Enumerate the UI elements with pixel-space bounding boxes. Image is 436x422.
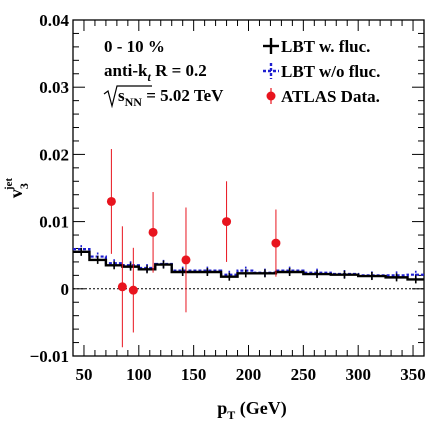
data-point [181, 255, 191, 265]
legend-marker-lbt-nofluc [263, 63, 279, 79]
axis-ticks [72, 19, 425, 357]
y-tick-label: 0 [61, 280, 70, 299]
series-layer [73, 149, 424, 348]
y-tick-label: 0.02 [39, 145, 69, 164]
legend-label-atlas: ATLAS Data. [281, 87, 380, 106]
tick-labels: 50 100 150 200 250 300 350 −0.01 0 0.01 0.02 0.03 0.… [30, 11, 426, 384]
legend-marker-atlas [266, 88, 276, 104]
legend-label-lbt-fluc: LBT w. fluc. [281, 37, 370, 56]
y-tick-label: −0.01 [30, 347, 69, 366]
x-axis-title: pT (GeV) [217, 398, 287, 422]
data-point [271, 238, 281, 248]
centrality-label: 0 - 10 % [104, 37, 165, 56]
x-tick-label: 250 [291, 365, 317, 384]
legend-marker-lbt-fluc [263, 38, 279, 54]
data-point [106, 196, 116, 206]
x-tick-label: 200 [236, 365, 262, 384]
data-point [117, 282, 127, 292]
series-atlas [106, 149, 281, 348]
y-tick-label: 0.03 [39, 78, 69, 97]
x-tick-label: 150 [181, 365, 207, 384]
series-lbt-fluc [73, 247, 424, 284]
legend: LBT w. fluc. LBT w/o fluc. ATLAS Data. [263, 37, 380, 106]
data-point [148, 227, 158, 237]
algorithm-label: anti-kt R = 0.2 [104, 61, 207, 84]
legend-label-lbt-nofluc: LBT w/o fluc. [281, 62, 380, 81]
y-axis-title: v3jet [3, 178, 31, 199]
data-point [222, 217, 232, 227]
y-tick-label: 0.04 [39, 11, 69, 30]
x-tick-label: 350 [400, 365, 426, 384]
x-tick-label: 300 [345, 365, 371, 384]
data-point [128, 285, 138, 295]
sqrt-sign [103, 85, 152, 109]
y-tick-label: 0.01 [39, 213, 69, 232]
energy-label: sNN = 5.02 TeV [103, 85, 224, 109]
x-tick-label: 100 [126, 365, 152, 384]
x-tick-label: 50 [75, 365, 92, 384]
svg-text:sNN = 5.02 TeV: sNN = 5.02 TeV [118, 86, 224, 109]
